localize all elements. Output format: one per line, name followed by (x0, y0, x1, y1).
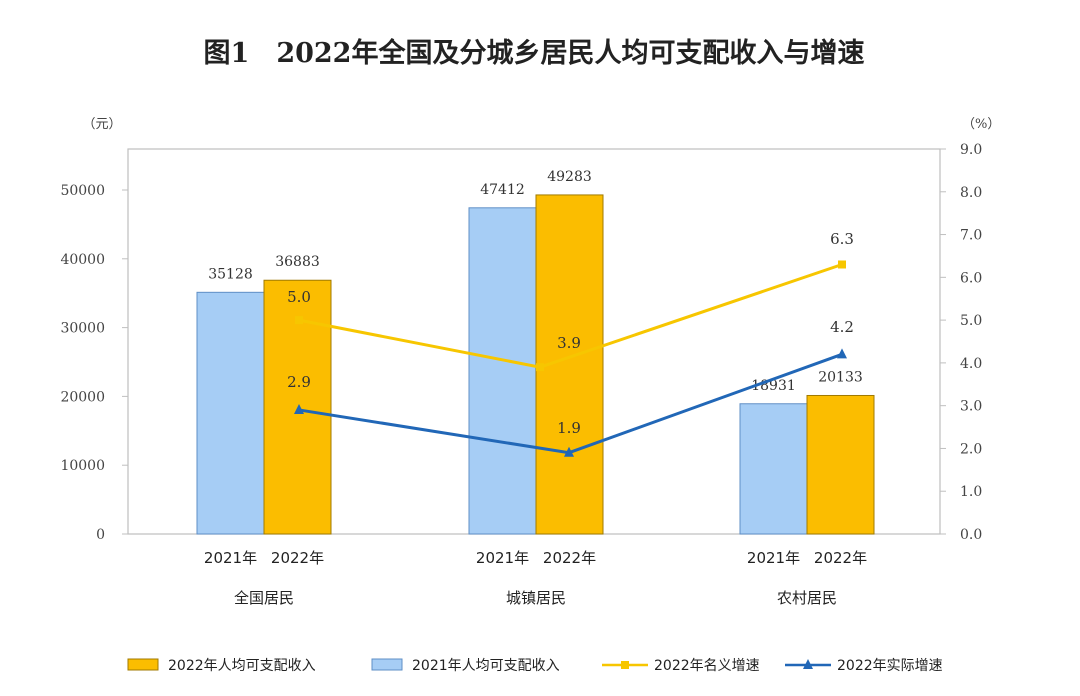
category-label: 全国居民 (234, 589, 294, 607)
bar-2022-value-label: 36883 (275, 254, 320, 270)
bar-2021 (739, 403, 808, 535)
left-tick-label: 0 (96, 527, 105, 543)
bar-2021 (196, 291, 265, 535)
x-sub-label-2021: 2021年 (476, 549, 529, 567)
right-tick-label: 8.0 (960, 185, 982, 201)
left-tick-label: 50000 (60, 183, 105, 199)
real-growth-value-label: 4.2 (830, 318, 854, 336)
x-sub-label-2022: 2022年 (271, 549, 324, 567)
right-tick-label: 5.0 (960, 313, 982, 329)
category-label: 城镇居民 (506, 589, 566, 607)
left-tick-label: 40000 (60, 252, 105, 268)
right-tick-label: 4.0 (960, 356, 982, 372)
real-growth-value-label: 2.9 (287, 373, 311, 391)
plot-layer: 0 10000 20000 30000 40000 50000 （元） 0.0 1.0 2.0 3.… (60, 117, 1000, 674)
left-tick-label: 10000 (60, 458, 105, 474)
left-axis-unit: （元） (82, 117, 121, 132)
nominal-growth-value-label: 5.0 (287, 288, 311, 306)
right-tick-label: 2.0 (960, 441, 982, 457)
right-tick-label: 9.0 (960, 142, 982, 158)
right-tick-label: 7.0 (960, 228, 982, 244)
legend-swatch-marker (621, 661, 629, 669)
bar-2021-value-label: 35128 (208, 266, 253, 282)
x-sub-label-2022: 2022年 (814, 549, 867, 567)
right-axis-unit: （%） (962, 117, 1000, 132)
legend-label: 2022年人均可支配收入 (168, 658, 316, 674)
legend-label: 2021年人均可支配收入 (412, 658, 560, 674)
legend-label: 2022年名义增速 (654, 658, 760, 674)
nominal-growth-value-label: 3.9 (557, 334, 581, 352)
nominal-growth-value-label: 6.3 (830, 230, 854, 248)
x-sub-label-2021: 2021年 (747, 549, 800, 567)
right-tick-label: 0.0 (960, 527, 982, 543)
chart-title: 图1 2022年全国及分城乡居民人均可支配收入与增速 (204, 37, 865, 69)
category-label: 农村居民 (777, 589, 837, 607)
x-sub-label-2021: 2021年 (204, 549, 257, 567)
right-tick-label: 1.0 (960, 484, 982, 500)
bar-2022-value-label: 49283 (547, 169, 592, 185)
left-tick-label: 30000 (60, 321, 105, 337)
right-tick-label: 6.0 (960, 270, 982, 286)
legend-swatch (127, 658, 159, 671)
bar-2021 (468, 207, 537, 535)
legend-swatch (371, 658, 403, 671)
left-tick-label: 20000 (60, 389, 105, 405)
nominal-growth-point (838, 260, 846, 269)
real-growth-point (564, 446, 574, 457)
real-growth-point (294, 403, 304, 414)
nominal-growth-point (536, 363, 544, 372)
bar-2022-value-label: 20133 (818, 369, 863, 385)
real-growth-value-label: 1.9 (557, 419, 581, 437)
right-tick-label: 3.0 (960, 399, 982, 415)
real-growth-point (837, 348, 847, 359)
x-sub-label-2022: 2022年 (543, 549, 596, 567)
bar-2021-value-label: 47412 (480, 182, 525, 198)
nominal-growth-point (295, 316, 303, 325)
legend-label: 2022年实际增速 (837, 658, 943, 674)
bar-2022 (806, 394, 875, 535)
legend-swatch-marker (803, 659, 813, 669)
